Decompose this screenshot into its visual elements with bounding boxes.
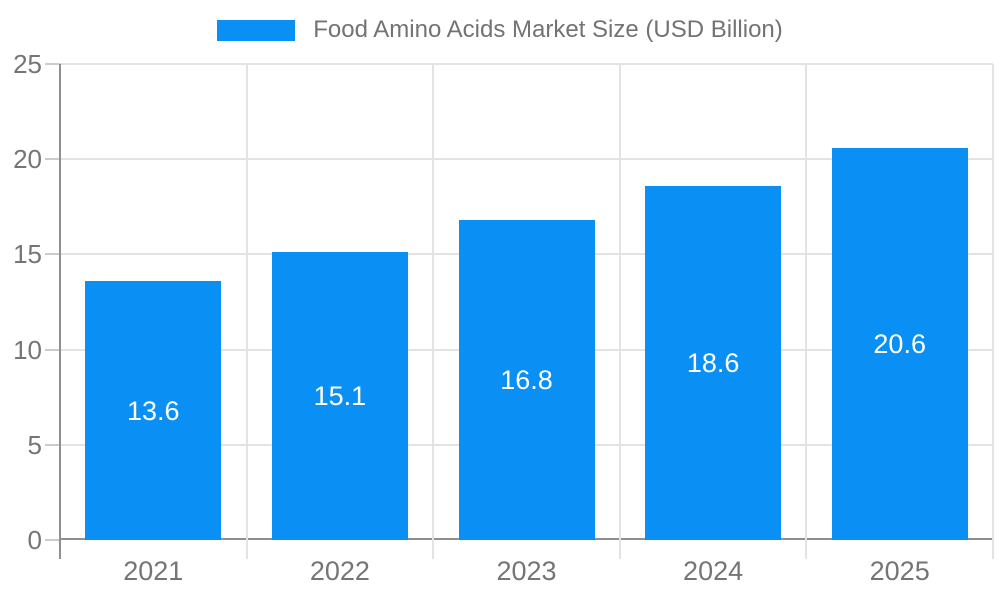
v-gridline [992,64,994,559]
x-tick-label: 2021 [123,556,184,586]
y-tick-mark [45,158,60,161]
bar-value-label: 15.1 [313,381,367,412]
bar-value-label: 18.6 [686,347,740,378]
x-tick-label: 2022 [309,556,370,586]
legend-label: Food Amino Acids Market Size (USD Billio… [313,16,783,43]
v-gridline [245,64,248,559]
y-tick-mark [45,443,60,446]
y-tick-mark [45,63,60,65]
y-tick-label: 15 [13,239,42,270]
bar-value-label: 16.8 [500,365,553,396]
y-tick-label: 25 [13,49,42,79]
x-tick-label: 2024 [683,556,744,586]
y-tick-label: 20 [13,144,42,175]
plot-area: 0 5 10 15 20 25 13.6 2021 15.1 2022 16.8 2023 18.6 20… [13,49,994,586]
y-tick-mark [45,539,60,541]
v-gridline [432,64,435,559]
y-tick-mark [45,253,60,256]
bar [831,147,968,540]
v-gridline [618,64,621,559]
bar [458,220,595,540]
bar [271,252,408,540]
y-tick-mark [45,348,60,351]
h-gridline [60,63,993,65]
y-tick-label: 5 [27,429,42,460]
chart-legend-item[interactable]: Food Amino Acids Market Size (USD Billio… [0,16,1000,44]
v-gridline [805,64,808,559]
y-tick-label: 0 [27,525,42,555]
h-gridline [60,158,993,161]
legend-swatch [217,19,296,41]
bar [645,185,782,540]
x-tick-label: 2023 [496,556,557,586]
bar-value-label: 20.6 [873,328,926,359]
y-tick-label: 10 [13,334,42,365]
bar [85,281,222,540]
x-tick-label: 2025 [869,556,930,586]
bar-value-label: 13.6 [127,395,180,426]
y-axis-line [59,64,61,559]
